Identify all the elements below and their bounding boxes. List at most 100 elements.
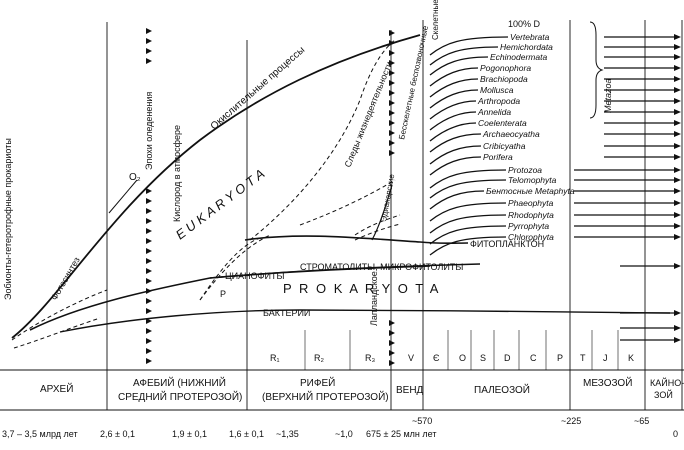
- arrowhead: [674, 44, 681, 50]
- taxon-line: [429, 67, 479, 87]
- arrowhead: [674, 234, 681, 240]
- period-label: S: [480, 353, 486, 363]
- taxon-label: Pogonophora: [480, 63, 531, 73]
- period-label: C: [530, 353, 537, 363]
- arrowhead: [674, 325, 681, 331]
- arrowhead: [674, 76, 681, 82]
- cyanophytes-label: ЦИАНОФИТЫ: [225, 271, 284, 281]
- period-label: Є: [433, 353, 440, 363]
- oxidative-curve: [11, 34, 421, 339]
- laplandian-triangle: [389, 110, 395, 116]
- bacteria-label: БАКТЕРИИ: [263, 308, 310, 318]
- laplandian-triangle: [389, 340, 395, 346]
- era-aphebian-2: СРЕДНИЙ ПРОТЕРОЗОЙ): [118, 390, 242, 403]
- metazoa-label: Metazoa: [603, 78, 613, 113]
- laplandian-triangle: [389, 360, 395, 366]
- glaciation-triangle: [146, 228, 152, 234]
- taxon-line: [429, 133, 482, 153]
- phytoplankton-label: ФИТОПЛАНКТОН: [470, 239, 544, 249]
- era-aphebian-1: АФЕБИЙ (НИЖНИЙ: [133, 376, 226, 389]
- era-cenozoic-2: ЗОЙ: [654, 389, 673, 400]
- taxon-label: Echinodermata: [490, 52, 547, 62]
- taxon-label: Telomophyta: [508, 175, 557, 185]
- period-label: D: [504, 353, 511, 363]
- laplandian-label: Лапландское: [369, 271, 379, 326]
- period-label: R₂: [314, 353, 324, 363]
- taxon-label: Cribicyatha: [483, 141, 526, 151]
- period-label: O: [459, 353, 466, 363]
- era-riphean: РИФЕЙ: [300, 376, 335, 389]
- taxon-line: [429, 179, 507, 199]
- arrowhead: [674, 120, 681, 126]
- bacteria-curve: [59, 309, 671, 333]
- arrowhead: [674, 310, 681, 316]
- taxon-line: [429, 122, 477, 142]
- glaciation-triangle: [146, 328, 152, 334]
- glaciation-triangle: [146, 248, 152, 254]
- ediacara-label: Эдиакарские: [379, 173, 396, 222]
- sub-period-boundaries: [304, 330, 619, 370]
- stromatolites-curve: [209, 263, 481, 279]
- era-archean: АРХЕЙ: [40, 382, 73, 395]
- era-mesozoic: МЕЗОЗОЙ: [583, 376, 632, 389]
- laplandian-triangle: [389, 350, 395, 356]
- arrowhead: [674, 154, 681, 160]
- date-1-9: 1,9 ± 0,1: [172, 429, 207, 439]
- photosynthesis-label: Фотосинтез: [49, 255, 82, 302]
- arrowhead: [674, 188, 681, 194]
- date-archean: 3,7 – 3,5 млрд лет: [2, 429, 78, 439]
- glaciation-triangle: [146, 318, 152, 324]
- laplandian-triangle: [389, 100, 395, 106]
- period-label: T: [580, 353, 586, 363]
- lower-dash: [299, 179, 396, 226]
- taxon-label: Hemichordata: [500, 42, 553, 52]
- glaciation-triangle: [146, 348, 152, 354]
- era-vend: ВЕНД: [396, 385, 424, 396]
- taxon-line: [429, 202, 507, 222]
- glaciation-triangle: [146, 238, 152, 244]
- metazoa-brace: [589, 21, 604, 119]
- taxon-label: Chlorophyta: [508, 232, 554, 242]
- traces-label: Следы жизнедеятельности: [343, 60, 395, 169]
- laplandian-triangle: [389, 140, 395, 146]
- glaciation-triangle: [146, 308, 152, 314]
- o2-label: O₂: [129, 172, 141, 183]
- taxon-line: [429, 236, 507, 256]
- glaciation-triangle: [146, 218, 152, 224]
- laplandian-triangle: [389, 150, 395, 156]
- taxon-line: [429, 225, 507, 245]
- taxon-label: Annelida: [477, 107, 511, 117]
- era-riphean-2: (ВЕРХНИЙ ПРОТЕРОЗОЙ): [262, 390, 389, 403]
- arrowhead: [674, 98, 681, 104]
- stromatolites-label: СТРОМАТОЛИТЫ, МИКРОФИТОЛИТЫ: [300, 262, 463, 272]
- taxon-line: [429, 56, 489, 76]
- arrowhead: [674, 87, 681, 93]
- laplandian-triangle: [389, 30, 395, 36]
- taxa-lines: [429, 36, 509, 256]
- eukaryota-dash: [199, 237, 261, 301]
- oxidative-label: Окислительные процессы: [209, 45, 307, 133]
- taxon-line: [429, 100, 477, 120]
- glaciation-markers: [146, 28, 152, 364]
- taxon-line: [429, 36, 509, 56]
- era-band-lines: [0, 369, 684, 411]
- arrowhead: [674, 54, 681, 60]
- hundred-label: 100% D: [508, 19, 541, 29]
- date-2-6: 2,6 ± 0,1: [100, 429, 135, 439]
- period-label: R₁: [270, 353, 280, 363]
- date-0: 0: [673, 429, 678, 439]
- glaciation-triangle: [146, 198, 152, 204]
- taxon-label: Coelenterata: [478, 118, 527, 128]
- glaciation-triangle: [146, 258, 152, 264]
- taxon-label: Бентосные Metaphyta: [486, 186, 575, 196]
- taxon-label: Brachiopoda: [480, 74, 528, 84]
- taxon-label: Porifera: [483, 152, 513, 162]
- prokaryota-label: P R O K A R Y O T A: [283, 281, 440, 296]
- taxon-label: Phaeophyta: [508, 198, 554, 208]
- laplandian-triangle: [389, 60, 395, 66]
- ediacara-curve: [371, 184, 393, 241]
- glaciation-triangle: [146, 28, 152, 34]
- date-1-6: 1,6 ± 0,1: [229, 429, 264, 439]
- taxon-line: [429, 89, 479, 109]
